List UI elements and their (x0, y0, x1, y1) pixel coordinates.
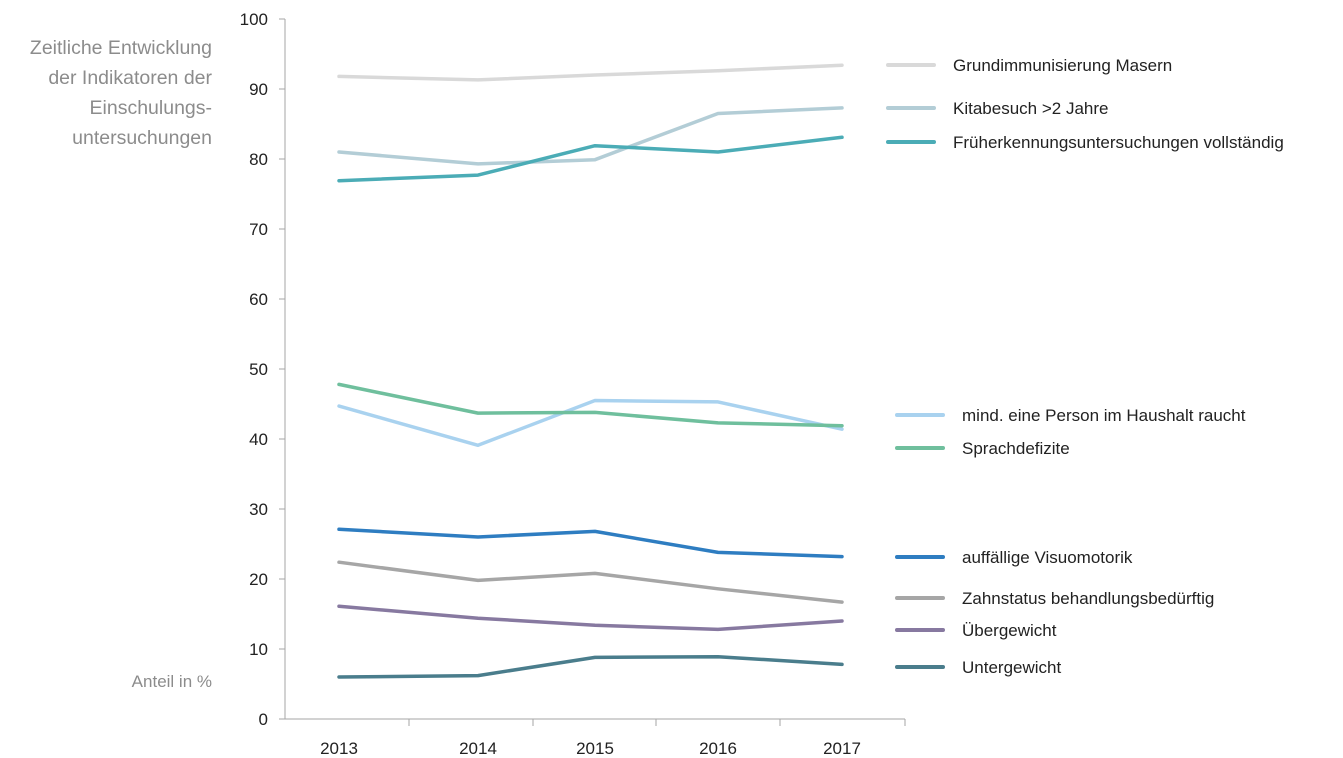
y-tick-label: 90 (249, 80, 268, 99)
series-line-9 (337, 654, 844, 679)
legend-label: auffällige Visuomotorik (962, 548, 1133, 567)
chart-title-line-2: der Indikatoren der (48, 67, 212, 89)
legend-label: Untergewicht (962, 658, 1061, 677)
series-line-5 (337, 382, 844, 428)
y-tick-label: 10 (249, 640, 268, 659)
y-tick-label: 40 (249, 430, 268, 449)
legend-label: Übergewicht (962, 621, 1057, 640)
series-line-3 (337, 135, 844, 183)
y-tick-label: 80 (249, 150, 268, 169)
x-tick-label: 2015 (576, 739, 614, 758)
y-tick-label: 60 (249, 290, 268, 309)
y-tick-label: 20 (249, 570, 268, 589)
chart-title-line-4: untersuchungen (72, 127, 212, 149)
x-tick-label: 2013 (320, 739, 358, 758)
series-line-8 (337, 604, 844, 632)
series-line-6 (337, 527, 844, 559)
legend-label: Kitabesuch >2 Jahre (953, 99, 1108, 118)
chart-title: Zeitliche Entwicklung der Indikatoren de… (0, 33, 212, 153)
chart-title-line-3: Einschulungs- (89, 97, 212, 119)
chart-title-line-1: Zeitliche Entwicklung (29, 37, 212, 59)
x-tick-label: 2017 (823, 739, 861, 758)
legend-label: Sprachdefizite (962, 439, 1070, 458)
legend-label: Früherkennungsuntersuchungen vollständig (953, 133, 1284, 152)
y-axis-label: Anteil in % (131, 672, 212, 691)
y-tick-label: 50 (249, 360, 268, 379)
y-tick-label: 0 (259, 710, 268, 729)
y-tick-label: 70 (249, 220, 268, 239)
series-line-7 (337, 560, 844, 604)
x-tick-label: 2014 (459, 739, 497, 758)
series-line-2 (337, 106, 844, 166)
y-tick-label: 30 (249, 500, 268, 519)
series-line-4 (337, 398, 844, 448)
x-tick-label: 2016 (699, 739, 737, 758)
legend-label: Zahnstatus behandlungsbedürftig (962, 589, 1214, 608)
y-tick-label: 100 (240, 10, 268, 29)
legend-label: mind. eine Person im Haushalt raucht (962, 406, 1246, 425)
legend-label: Grundimmunisierung Masern (953, 56, 1172, 75)
series-line-1 (337, 63, 844, 82)
